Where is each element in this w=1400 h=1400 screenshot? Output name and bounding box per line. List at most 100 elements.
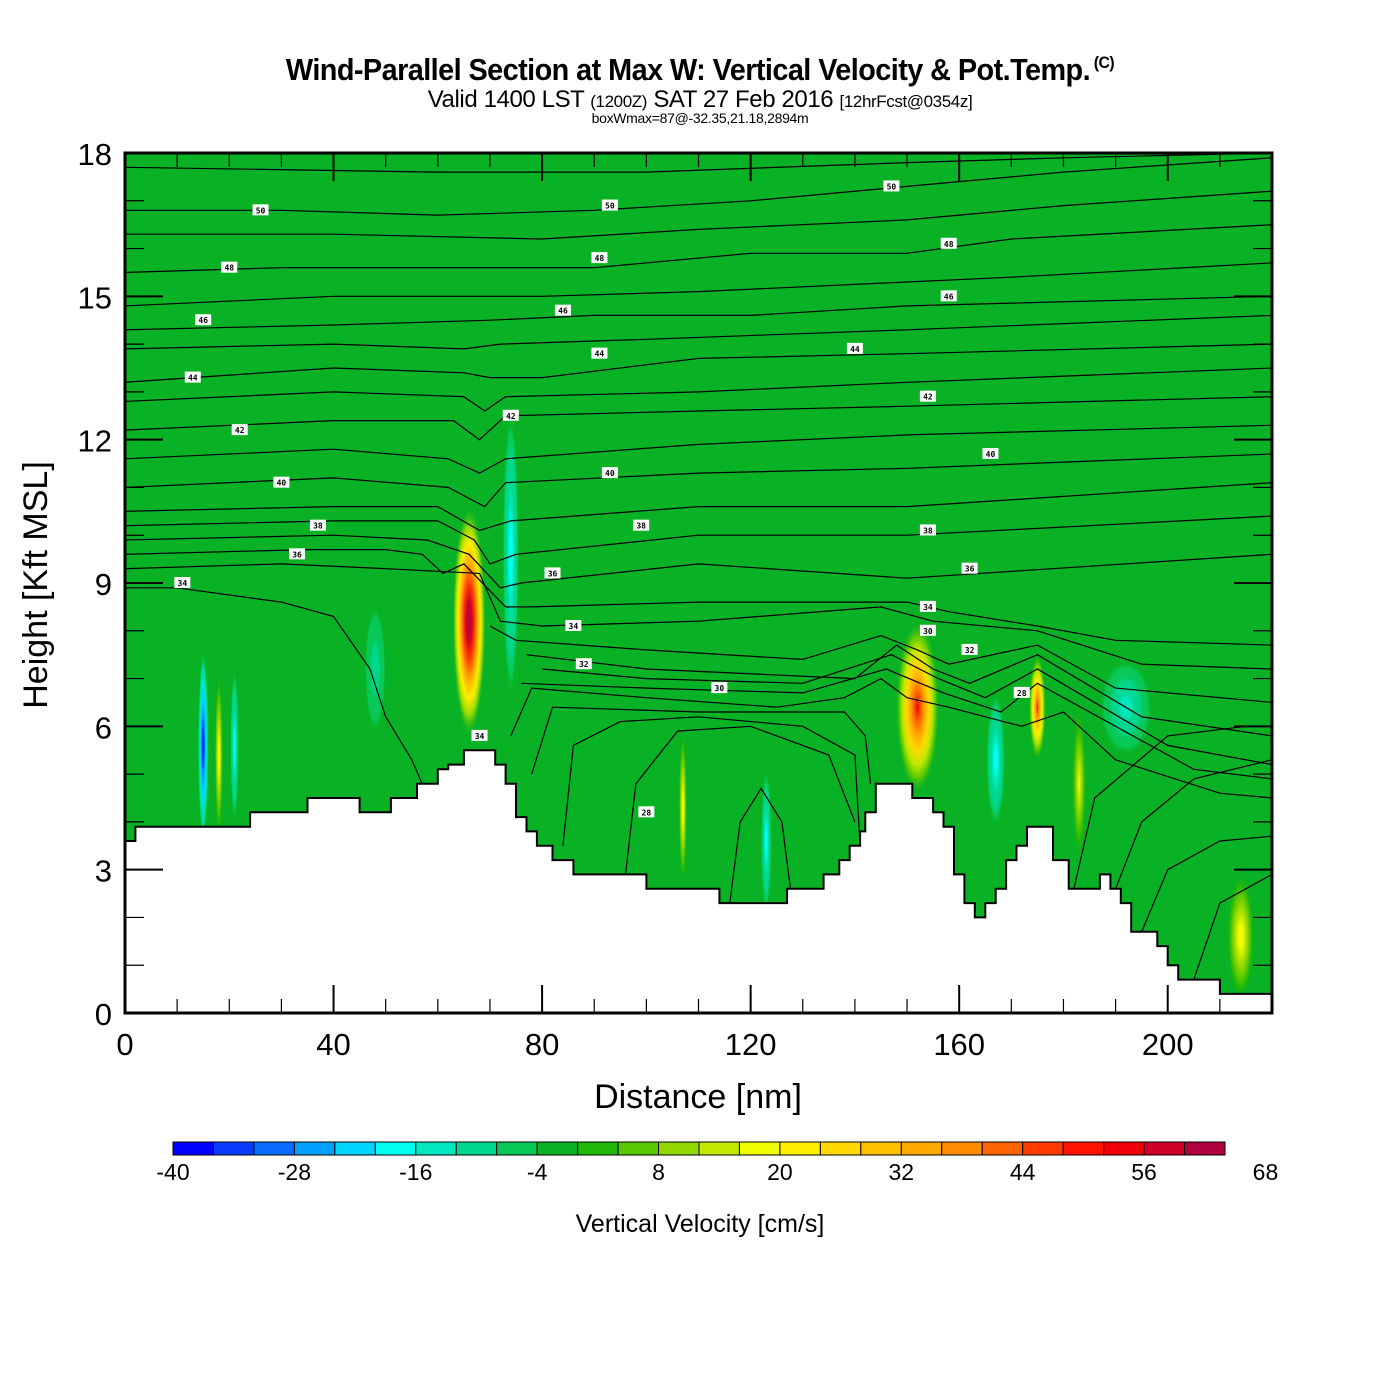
- w-feature-downdraft-left: [197, 649, 209, 841]
- contour-label: 40: [982, 448, 999, 459]
- colorbar-swatch: [1062, 1141, 1105, 1156]
- w-feature-updraft-right-2: [1070, 697, 1088, 870]
- w-feature-downdraft-between: [986, 692, 1006, 827]
- contour-label-text: 36: [965, 565, 975, 574]
- contour-label-text: 50: [887, 182, 897, 191]
- contour-label: 44: [846, 342, 863, 354]
- valid-date: SAT 27 Feb 2016: [653, 86, 834, 113]
- colorbar: [172, 1141, 1226, 1156]
- axis-ticks: [124, 152, 1273, 1014]
- contour-label: 30: [919, 624, 936, 636]
- colorbar-tick-label: 56: [1131, 1159, 1157, 1185]
- contour-label-text: 34: [475, 732, 485, 741]
- contour-label: 32: [575, 658, 592, 670]
- contour-label-text: 48: [944, 240, 954, 249]
- contour-label-text: 42: [923, 393, 933, 402]
- colorbar-swatch: [981, 1141, 1024, 1156]
- contour-label-text: 40: [986, 450, 996, 459]
- colorbar-swatch: [334, 1141, 376, 1156]
- contour-label: 34: [174, 577, 191, 588]
- theta-contour-42: [125, 396, 1272, 441]
- colorbar-swatch: [496, 1141, 538, 1156]
- contour-label: 40: [601, 467, 618, 479]
- contour-label: 38: [919, 524, 936, 536]
- colorbar-swatch: [1184, 1141, 1226, 1156]
- theta-contour-40: [125, 453, 1272, 508]
- contour-label: 28: [1013, 686, 1030, 698]
- colorbar-swatch: [617, 1141, 660, 1156]
- contour-label-text: 40: [605, 469, 615, 478]
- contour-label-text: 48: [595, 254, 605, 263]
- theta-contour-44: [125, 343, 1272, 383]
- contour-label: 46: [554, 304, 571, 316]
- colorbar-swatch: [253, 1141, 295, 1156]
- w-feature-updraft-valley-1: [678, 731, 688, 884]
- colorbar-swatch: [860, 1141, 902, 1156]
- colorbar-swatch: [415, 1141, 457, 1156]
- contour-label: 50: [252, 204, 269, 216]
- contour-label: 46: [195, 314, 212, 326]
- theta-contour-49: [125, 190, 1272, 240]
- contour-label: 40: [273, 476, 290, 488]
- colorbar-swatch: [1143, 1141, 1186, 1156]
- y-tick-label: 3: [95, 854, 112, 889]
- contour-label-text: 42: [506, 412, 516, 421]
- contour-label-text: 30: [715, 684, 725, 693]
- contour-labels: 50 50 50 48 48 48 46 46 46 44 44 44 42 42 42 40 40 40 38 38…: [174, 180, 1030, 818]
- plot-area: 50 50 50 48 48 48 46 46 46 44 44 44 42 42 42 40 40 40 38 38…: [125, 153, 1272, 1013]
- colorbar-tick-label: 20: [767, 1159, 793, 1185]
- colorbar-swatch: [455, 1141, 498, 1156]
- theta-contour-35: [125, 563, 1272, 670]
- colorbar-swatch: [577, 1141, 619, 1156]
- theta-contour-34: [125, 587, 423, 784]
- contour-label-text: 46: [198, 316, 208, 325]
- contour-label-text: 34: [923, 603, 933, 612]
- w-feature-downdraft-valley: [761, 769, 772, 913]
- contour-label: 38: [309, 519, 326, 531]
- y-tick-label: 9: [95, 567, 112, 602]
- theta-contour-30: [510, 677, 1272, 799]
- colorbar-tick-label: -40: [156, 1159, 189, 1185]
- contour-label-text: 40: [277, 479, 287, 488]
- contour-label: 34: [919, 600, 936, 612]
- theta-contour-50: [125, 157, 1272, 216]
- x-tick-label: 0: [116, 1027, 133, 1062]
- colorbar-swatch: [293, 1141, 336, 1156]
- y-tick-label: 12: [78, 424, 112, 459]
- theta-contour-26: [1193, 873, 1272, 980]
- theta-contour-46: [125, 295, 1272, 331]
- y-tick-labels: 0 3 6 9 12 15 18: [78, 137, 112, 1032]
- w-feature-downdraft-mid: [364, 606, 386, 732]
- contour-label-text: 38: [313, 522, 323, 531]
- valid-time: Valid 1400 LST: [427, 86, 585, 113]
- contour-label-text: 34: [178, 579, 188, 588]
- y-tick-label: 6: [95, 710, 112, 745]
- contour-label: 36: [289, 548, 306, 560]
- contour-label: 48: [940, 237, 957, 249]
- contour-label-text: 28: [1017, 689, 1027, 698]
- colorbar-tick-label: -28: [278, 1159, 311, 1185]
- copyright-mark: (C): [1093, 53, 1115, 72]
- colorbar-tick-labels: -40 -28 -16 -4 8 20 32 44 56 68: [156, 1159, 1278, 1185]
- box-wmax-info: boxWmax=87@-32.35,21.18,2894m: [591, 110, 809, 126]
- colorbar-tick-label: -16: [399, 1159, 432, 1185]
- contour-label: 36: [961, 562, 978, 574]
- theta-contour-47: [125, 262, 1272, 307]
- contour-label: 46: [940, 290, 957, 302]
- theta-contour-50: [125, 153, 1272, 173]
- colorbar-swatch: [536, 1141, 579, 1156]
- contour-label: 50: [601, 199, 618, 211]
- theta-contour-27: [1115, 759, 1272, 890]
- contour-label: 42: [919, 390, 936, 402]
- x-tick-labels: 0 40 80 120 160 200: [116, 1027, 1193, 1062]
- contour-label: 36: [544, 567, 561, 579]
- contour-label: 44: [591, 347, 608, 359]
- contour-label: 48: [221, 261, 238, 273]
- w-feature-downdraft-left-2: [230, 669, 239, 822]
- theta-contour-45: [125, 314, 1272, 350]
- contour-label-text: 34: [569, 622, 579, 631]
- contour-label-text: 38: [923, 526, 933, 535]
- contour-label: 42: [502, 409, 519, 421]
- contour-label-text: 36: [548, 569, 558, 578]
- theta-contours: [125, 153, 1272, 980]
